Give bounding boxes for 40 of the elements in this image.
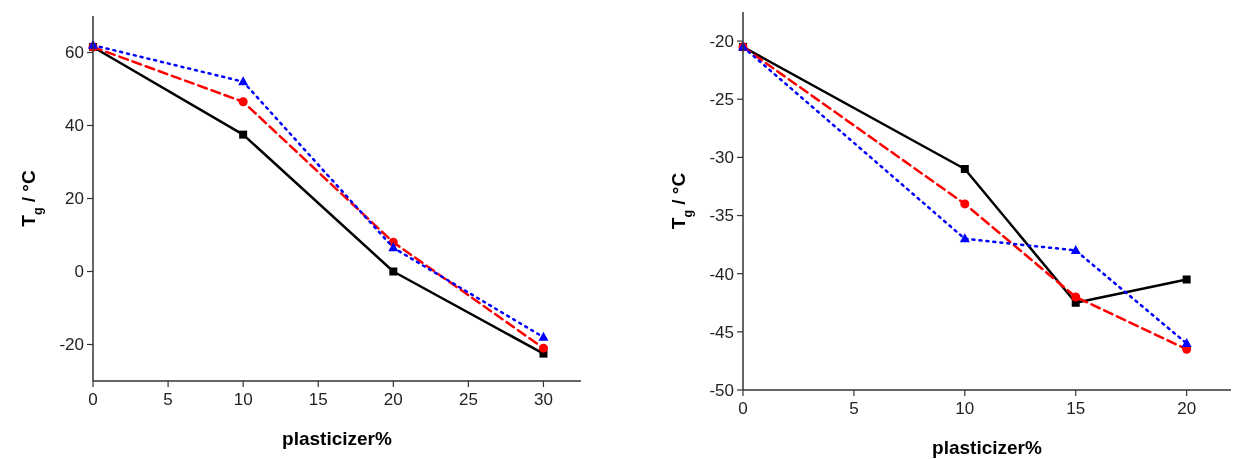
y-tick-label: 60	[65, 43, 84, 63]
x-tick-label: 15	[1066, 399, 1086, 418]
point	[959, 233, 970, 243]
x-axis-title: plasticizer%	[932, 437, 1043, 458]
x-tick-label: 30	[534, 390, 553, 409]
point	[1181, 337, 1192, 347]
y-tick-label: 0	[74, 262, 84, 282]
point	[238, 76, 249, 86]
y-tick-label: 20	[65, 189, 84, 209]
point	[238, 97, 248, 107]
point	[1071, 292, 1081, 302]
x-tick-label: 0	[88, 390, 98, 409]
point	[389, 267, 398, 276]
y-tick-label: 40	[65, 116, 84, 136]
x-tick-label: 25	[458, 390, 478, 409]
y-tick-label: -25	[709, 90, 734, 110]
point	[239, 130, 248, 139]
y-tick-label: -20	[59, 335, 84, 355]
y-tick-label: -40	[709, 264, 734, 284]
x-tick-label: 20	[1177, 399, 1197, 418]
point	[388, 242, 399, 252]
x-tick-label: 0	[738, 399, 748, 418]
point	[1070, 244, 1081, 254]
y-tick-label: -50	[709, 380, 734, 400]
point	[538, 331, 549, 341]
point	[538, 343, 548, 353]
x-tick-label: 10	[233, 390, 253, 409]
x-axis-title: plasticizer%	[282, 428, 393, 449]
x-tick-label: 15	[308, 390, 328, 409]
x-tick-label: 10	[955, 399, 975, 418]
point	[960, 199, 970, 209]
y-tick-label: -35	[709, 206, 734, 226]
x-tick-label: 5	[849, 399, 859, 418]
point	[1182, 275, 1191, 284]
point	[960, 165, 969, 174]
y-tick-label: -30	[709, 148, 734, 168]
y-tick-label: -20	[709, 32, 734, 52]
y-tick-label: -45	[709, 322, 734, 342]
x-tick-label: 20	[383, 390, 403, 409]
x-tick-label: 5	[163, 390, 173, 409]
